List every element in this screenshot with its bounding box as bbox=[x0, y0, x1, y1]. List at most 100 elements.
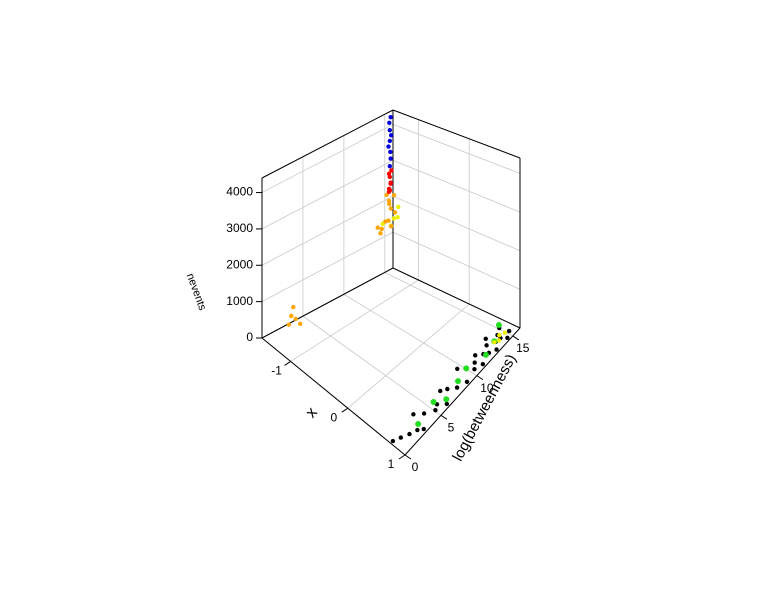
point bbox=[386, 171, 392, 176]
y-tick-label: 0 bbox=[412, 460, 419, 474]
point bbox=[379, 226, 384, 232]
point bbox=[391, 216, 396, 221]
point bbox=[387, 163, 393, 169]
point bbox=[398, 435, 404, 440]
point bbox=[391, 192, 397, 198]
point bbox=[415, 427, 420, 433]
point bbox=[444, 401, 450, 407]
point bbox=[484, 343, 489, 348]
point bbox=[388, 206, 394, 211]
point bbox=[443, 396, 450, 403]
grid-line bbox=[261, 195, 394, 266]
point bbox=[472, 360, 477, 365]
point bbox=[502, 330, 508, 335]
point bbox=[297, 321, 303, 327]
tick-mark bbox=[512, 335, 520, 341]
grid-line bbox=[290, 279, 419, 362]
grid-line bbox=[261, 124, 394, 193]
y-tick-label: 15 bbox=[516, 341, 530, 355]
point bbox=[421, 426, 426, 432]
point bbox=[407, 431, 412, 437]
point bbox=[415, 421, 422, 428]
x-tick-label: 0 bbox=[330, 410, 337, 424]
point bbox=[392, 210, 398, 215]
point bbox=[387, 120, 392, 125]
point bbox=[388, 180, 393, 185]
point bbox=[386, 144, 391, 149]
point bbox=[464, 379, 470, 385]
y-tick-label: 5 bbox=[448, 420, 455, 434]
point bbox=[387, 127, 393, 133]
point bbox=[396, 204, 401, 210]
point bbox=[387, 201, 392, 207]
grid-line bbox=[302, 315, 442, 416]
point bbox=[506, 328, 512, 334]
point bbox=[505, 335, 510, 341]
grid-line bbox=[392, 231, 521, 290]
z-tick-label: 4000 bbox=[226, 185, 253, 199]
grid-line bbox=[392, 195, 521, 252]
point bbox=[433, 407, 438, 413]
x-axis-label: x bbox=[303, 404, 321, 421]
point bbox=[387, 138, 393, 144]
point bbox=[388, 156, 393, 161]
grid-line bbox=[347, 303, 470, 409]
z-tick-label: 2000 bbox=[226, 257, 253, 271]
z-tick-label: 1000 bbox=[226, 294, 253, 308]
point bbox=[492, 339, 497, 345]
point bbox=[384, 192, 389, 198]
x-tick-label: -1 bbox=[271, 364, 282, 378]
point bbox=[463, 365, 470, 372]
x-tick-label: 1 bbox=[388, 457, 395, 471]
y-axis-label: log(betweenness) bbox=[449, 351, 520, 464]
grid-line bbox=[392, 159, 521, 213]
grid-line bbox=[343, 293, 478, 376]
point bbox=[494, 347, 499, 352]
point bbox=[438, 388, 443, 394]
point bbox=[497, 333, 502, 338]
point bbox=[454, 385, 460, 390]
box-edge bbox=[392, 267, 521, 329]
point bbox=[378, 231, 383, 236]
point bbox=[455, 378, 462, 385]
point bbox=[388, 114, 393, 120]
point bbox=[480, 361, 486, 367]
point bbox=[383, 219, 388, 224]
point bbox=[390, 438, 396, 444]
y-tick-label: 10 bbox=[480, 381, 494, 395]
z-tick-label: 0 bbox=[246, 330, 253, 344]
point bbox=[496, 338, 502, 343]
point bbox=[472, 367, 477, 372]
box-edge bbox=[392, 109, 521, 159]
point bbox=[293, 316, 298, 322]
box-edge bbox=[404, 327, 521, 456]
grid-line bbox=[384, 272, 513, 337]
z-tick-label: 3000 bbox=[226, 221, 253, 235]
box-edge bbox=[261, 337, 406, 456]
point bbox=[411, 412, 416, 417]
point bbox=[291, 304, 296, 310]
point bbox=[473, 353, 478, 358]
point bbox=[495, 322, 502, 329]
point bbox=[445, 386, 450, 392]
tick-mark bbox=[398, 454, 406, 460]
point bbox=[389, 168, 394, 173]
point bbox=[483, 336, 488, 341]
tick-mark bbox=[284, 360, 291, 366]
tick-mark bbox=[476, 375, 484, 381]
point bbox=[375, 225, 380, 230]
box-edge bbox=[261, 109, 394, 179]
point bbox=[430, 398, 437, 405]
tick-mark bbox=[341, 407, 349, 413]
point bbox=[421, 411, 427, 416]
point bbox=[455, 366, 460, 372]
point bbox=[286, 322, 292, 327]
point bbox=[483, 351, 490, 358]
grid-line bbox=[261, 231, 394, 302]
z-axis-label: nevents bbox=[184, 272, 209, 313]
grid-line bbox=[261, 159, 394, 230]
point bbox=[386, 186, 392, 192]
tick-mark bbox=[404, 454, 412, 460]
